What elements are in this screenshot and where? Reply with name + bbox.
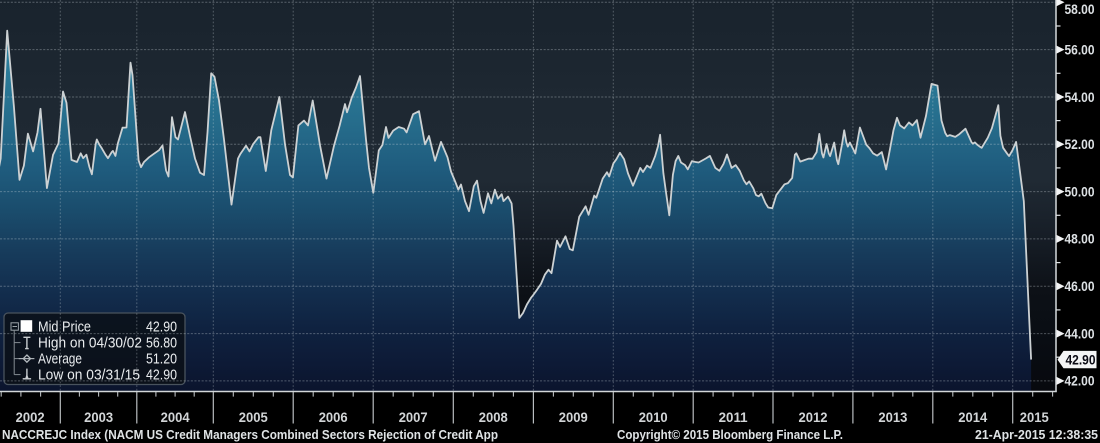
svg-text:High on 04/30/02: High on 04/30/02: [38, 335, 142, 352]
svg-text:Mid Price: Mid Price: [38, 319, 91, 336]
svg-text:2015: 2015: [1020, 409, 1049, 425]
svg-text:2002: 2002: [16, 409, 45, 425]
svg-text:2014: 2014: [958, 409, 987, 425]
svg-text:2005: 2005: [239, 409, 268, 425]
svg-text:2012: 2012: [799, 409, 828, 425]
svg-text:Copyright© 2015 Bloomberg Fina: Copyright© 2015 Bloomberg Finance L.P.: [617, 427, 843, 442]
svg-text:44.00: 44.00: [1065, 325, 1095, 341]
svg-text:21-Apr-2015 12:38:35: 21-Apr-2015 12:38:35: [975, 427, 1098, 442]
svg-text:Low on 03/31/15: Low on 03/31/15: [38, 367, 140, 384]
svg-text:42.90: 42.90: [1066, 351, 1096, 367]
svg-text:NACCREJC Index (NACM US Credit: NACCREJC Index (NACM US Credit Managers …: [2, 427, 498, 442]
svg-text:51.20: 51.20: [146, 351, 177, 368]
svg-text:2010: 2010: [639, 409, 668, 425]
svg-text:2013: 2013: [878, 409, 907, 425]
svg-text:2007: 2007: [399, 409, 428, 425]
svg-text:42.00: 42.00: [1065, 373, 1095, 389]
svg-text:2008: 2008: [479, 409, 508, 425]
svg-text:48.00: 48.00: [1065, 231, 1095, 247]
svg-text:56.80: 56.80: [146, 335, 177, 352]
svg-text:50.00: 50.00: [1065, 183, 1095, 199]
svg-text:56.00: 56.00: [1065, 41, 1095, 57]
svg-text:2006: 2006: [319, 409, 348, 425]
svg-text:54.00: 54.00: [1065, 89, 1095, 105]
svg-text:2009: 2009: [559, 409, 588, 425]
svg-text:2003: 2003: [84, 409, 113, 425]
svg-text:42.90: 42.90: [146, 367, 177, 384]
svg-text:58.00: 58.00: [1065, 1, 1095, 17]
svg-text:Average: Average: [38, 351, 82, 368]
svg-text:2011: 2011: [719, 409, 748, 425]
svg-text:46.00: 46.00: [1065, 278, 1095, 294]
svg-text:2004: 2004: [161, 409, 190, 425]
svg-text:42.90: 42.90: [146, 319, 177, 336]
svg-text:52.00: 52.00: [1065, 136, 1095, 152]
